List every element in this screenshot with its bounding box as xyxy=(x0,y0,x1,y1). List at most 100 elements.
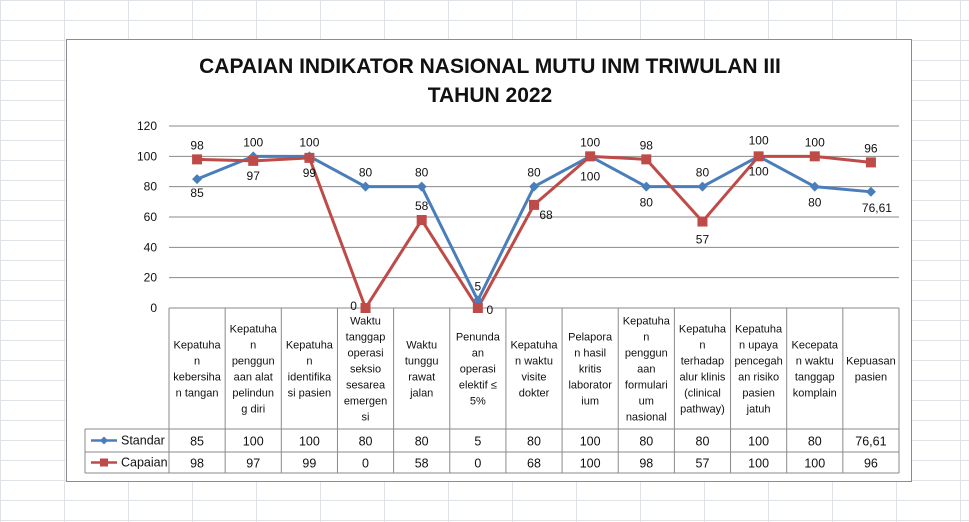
table-cell: 80 xyxy=(415,435,429,449)
data-point-standar xyxy=(192,174,203,185)
data-point-standar xyxy=(360,181,371,192)
data-label-standar: 100 xyxy=(299,135,319,149)
chart-title-line-2: TAHUN 2022 xyxy=(428,84,552,107)
data-label-capaian: 97 xyxy=(247,169,261,183)
category-label-line: n waktu xyxy=(515,356,553,368)
data-label-capaian: 57 xyxy=(696,233,710,247)
data-label-standar: 80 xyxy=(527,166,541,180)
category-label: Kepatuha n penggun aan formulari um nasional xyxy=(623,316,671,424)
y-tick-label: 20 xyxy=(144,271,158,285)
data-label-capaian: 58 xyxy=(415,199,429,213)
data-point-capaian xyxy=(416,215,427,226)
table-cell: 99 xyxy=(302,457,316,471)
category-label-line: formulari xyxy=(625,380,668,392)
data-point-capaian xyxy=(360,303,371,313)
data-point-standar xyxy=(641,181,652,192)
data-point-capaian xyxy=(753,151,764,162)
category-label-line: tunggu xyxy=(405,356,439,368)
category-label: Kepatuha n upaya pencegah an risiko pasien ja… xyxy=(734,324,783,416)
table-cell: 0 xyxy=(362,457,369,471)
category-label-line: rawat xyxy=(408,372,435,384)
table-cell: 100 xyxy=(580,457,601,471)
category-label-line: um xyxy=(639,396,654,408)
gridlines xyxy=(169,125,899,309)
category-label-line: pasien xyxy=(855,372,887,384)
data-label-standar: 80 xyxy=(808,196,822,210)
category-label-line: dokter xyxy=(519,388,550,400)
table-cell: 76,61 xyxy=(855,435,886,449)
data-label-capaian: 96 xyxy=(864,141,878,155)
category-label-line: jatuh xyxy=(746,404,771,416)
category-label-line: Kepatuha xyxy=(735,324,783,336)
category-label-line: sesarea xyxy=(346,380,386,392)
category-label-line: Kepatuha xyxy=(623,316,671,328)
chart-frame: CAPAIAN INDIKATOR NASIONAL MUTU INM TRIW… xyxy=(66,39,912,482)
table-cell: 98 xyxy=(190,457,204,471)
data-label-standar: 5 xyxy=(475,279,482,293)
category-label-line: komplain xyxy=(793,388,837,400)
data-label-standar: 100 xyxy=(580,135,600,149)
category-label-line: pencegah xyxy=(734,356,782,368)
category-label-line: n tangan xyxy=(176,388,219,400)
category-label-line: aan xyxy=(637,364,655,376)
y-tick-label: 0 xyxy=(150,301,157,315)
category-label-line: Kepatuha xyxy=(510,340,558,352)
category-label-line: Pelapora xyxy=(568,332,613,344)
category-label-line: Kepatuha xyxy=(679,324,727,336)
data-point-capaian xyxy=(192,154,203,165)
category-label-line: n hasil xyxy=(574,348,606,360)
data-label-capaian: 98 xyxy=(640,138,654,152)
data-label-standar: 80 xyxy=(696,166,710,180)
data-point-capaian xyxy=(809,151,820,162)
data-point-standar xyxy=(416,181,427,192)
table-cell: 85 xyxy=(190,435,204,449)
table-cell: 100 xyxy=(748,457,769,471)
category-label: Kecepata n waktu tanggap komplain xyxy=(792,340,839,400)
table-cell: 68 xyxy=(527,457,541,471)
table-cell: 100 xyxy=(299,435,320,449)
table-cell: 98 xyxy=(639,457,653,471)
y-tick-label: 120 xyxy=(137,119,157,133)
data-point-standar xyxy=(865,186,876,197)
table-cell: 5 xyxy=(474,435,481,449)
category-label-line: n upaya xyxy=(739,340,779,352)
data-point-capaian xyxy=(304,152,315,163)
data-label-capaian: 0 xyxy=(350,299,357,313)
category-label: Waktu tanggap operasi seksio sesarea emergen s… xyxy=(344,316,387,424)
category-label-line: seksio xyxy=(350,364,381,376)
line-chart: CAPAIAN INDIKATOR NASIONAL MUTU INM TRIW… xyxy=(84,55,900,474)
data-point-standar xyxy=(472,295,483,306)
category-label-line: penggun xyxy=(232,356,275,368)
data-point-standar xyxy=(697,181,708,192)
category-label-line: Kepuasan xyxy=(846,356,896,368)
category-label-line: pathway) xyxy=(680,404,725,416)
category-label-line: Waktu xyxy=(406,340,437,352)
category-label: Waktu tunggu rawat jalan xyxy=(405,340,439,400)
category-label: Kepatuha n waktu visite dokter xyxy=(510,340,558,400)
category-label-line: jalan xyxy=(409,388,433,400)
data-point-capaian xyxy=(472,303,483,313)
category-label-line: aan alat xyxy=(234,372,273,384)
data-point-standar xyxy=(809,181,820,192)
data-label-standar: 80 xyxy=(640,196,654,210)
data-label-standar: 100 xyxy=(243,135,263,149)
category-label-line: si pasien xyxy=(288,388,331,400)
table-cell: 58 xyxy=(415,457,429,471)
table-cell: 100 xyxy=(580,435,601,449)
legend-label: Capaian xyxy=(121,456,168,470)
data-table: Kepatuha n kebersiha n tangan Kepatuha n pengg… xyxy=(84,308,900,474)
y-tick-label: 60 xyxy=(144,210,158,224)
data-label-capaian: 100 xyxy=(580,169,600,183)
category-label-line: g diri xyxy=(241,404,265,416)
category-label: Kepatuha n penggun aan alat pelindun g diri xyxy=(230,324,278,416)
table-cell: 100 xyxy=(748,435,769,449)
category-label-line: emergen xyxy=(344,396,387,408)
legend-label: Standar xyxy=(121,434,165,448)
data-label-standar: 80 xyxy=(359,166,373,180)
y-tick-label: 100 xyxy=(137,149,157,163)
table-cell: 80 xyxy=(808,435,822,449)
table-cell: 0 xyxy=(474,457,481,471)
data-label-standar: 85 xyxy=(190,186,204,200)
data-point-capaian xyxy=(248,155,259,166)
category-label-line: an xyxy=(472,348,484,360)
